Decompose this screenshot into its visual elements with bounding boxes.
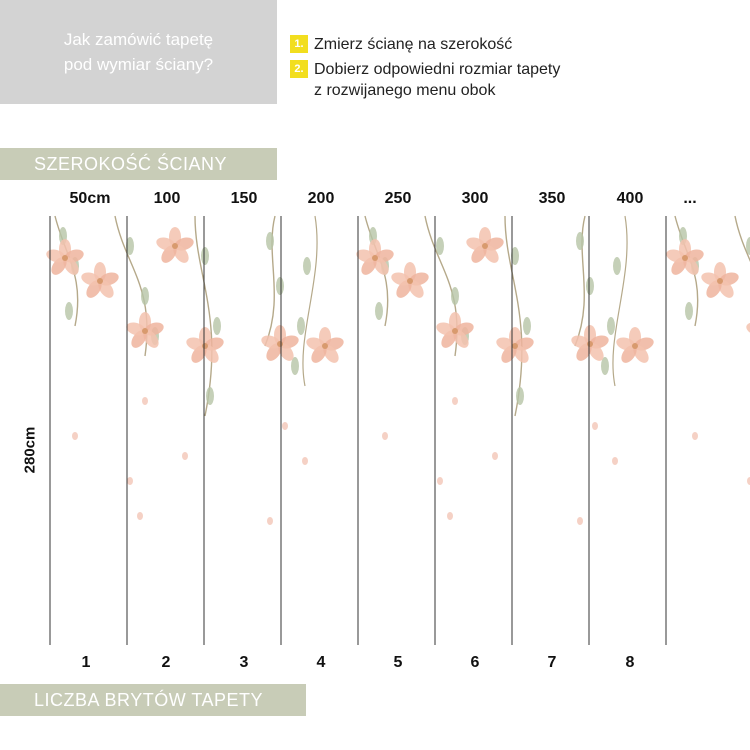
- floral-pattern-left: [45, 216, 346, 525]
- intro-line-1: Jak zamówić tapetę: [63, 30, 214, 49]
- strip-number: 1: [81, 654, 91, 671]
- instructions: 1. Zmierz ścianę na szerokość 2. Dobierz…: [290, 34, 560, 105]
- strip-count-banner: LICZBA BRYTÓW TAPETY: [0, 684, 306, 716]
- width-tick-label: 400: [616, 190, 644, 207]
- width-tick-label: 250: [384, 190, 412, 207]
- width-tick-label: 100: [153, 190, 181, 207]
- width-tick-label: 150: [230, 190, 258, 207]
- intro-line-2: pod wymiar ściany?: [63, 55, 214, 74]
- wall-width-banner: SZEROKOŚĆ ŚCIANY: [0, 148, 277, 180]
- width-tick-label: 50cm: [69, 190, 111, 207]
- step-2-text: Dobierz odpowiedni rozmiar tapety z rozw…: [314, 59, 560, 101]
- strip-number: 8: [625, 654, 635, 671]
- strip-dividers: [49, 216, 667, 645]
- step-2-badge: 2.: [290, 60, 308, 78]
- floral-pattern-right: [355, 216, 656, 525]
- width-tick-label: ...: [683, 190, 697, 207]
- width-tick-label: 350: [538, 190, 566, 207]
- wall-height-label: 280cm: [21, 426, 39, 474]
- step-1: 1. Zmierz ścianę na szerokość: [290, 34, 560, 55]
- strip-number: 6: [470, 654, 480, 671]
- step-2-text-line-2: z rozwijanego menu obok: [314, 82, 496, 99]
- width-tick-label: 300: [461, 190, 489, 207]
- strip-number: 4: [316, 654, 326, 671]
- step-2-text-line-1: Dobierz odpowiedni rozmiar tapety: [314, 61, 561, 78]
- strip-number: 3: [239, 654, 249, 671]
- strip-number: 7: [547, 654, 557, 671]
- strip-number: 2: [161, 654, 171, 671]
- floral-pattern-edge: [665, 216, 750, 525]
- intro-box: Jak zamówić tapetę pod wymiar ściany?: [0, 0, 277, 104]
- step-2: 2. Dobierz odpowiedni rozmiar tapety z r…: [290, 59, 560, 101]
- step-1-badge: 1.: [290, 35, 308, 53]
- width-tick-label: 200: [307, 190, 335, 207]
- strip-number: 5: [393, 654, 403, 671]
- step-1-text: Zmierz ścianę na szerokość: [314, 36, 513, 53]
